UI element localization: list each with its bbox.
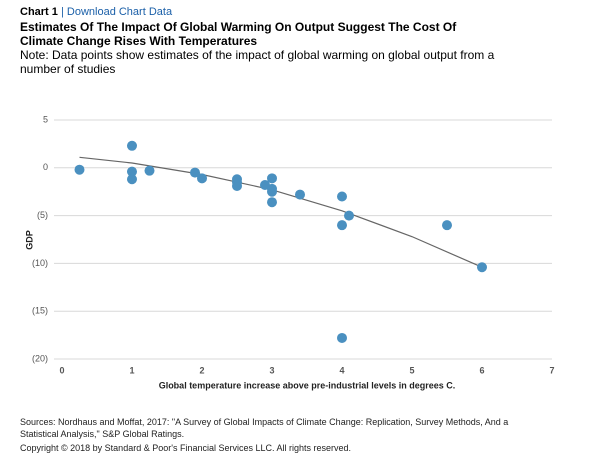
chart: Global temperature increase above pre-in… <box>24 114 554 390</box>
data-point <box>197 173 207 184</box>
x-tick-label: 7 <box>549 365 554 375</box>
trend-line <box>79 156 483 268</box>
x-tick-label: 4 <box>339 365 344 375</box>
download-link[interactable]: Download Chart Data <box>66 6 173 18</box>
footer: Sources: Nordhaus and Moffat, 2017: "A S… <box>20 416 540 454</box>
data-point <box>127 140 137 151</box>
x-axis-title: Global temperature increase above pre-in… <box>159 380 456 390</box>
data-point <box>477 262 487 273</box>
y-tick-label: (15) <box>32 306 48 316</box>
copyright: Copyright © 2018 by Standard & Poor's Fi… <box>20 443 352 453</box>
y-tick-label: (5) <box>37 210 48 220</box>
x-tick-label: 1 <box>129 365 134 375</box>
data-point <box>127 166 137 177</box>
y-tick-label: 5 <box>43 114 48 124</box>
data-point <box>232 180 242 191</box>
y-tick-label: (20) <box>32 353 48 363</box>
x-tick-label: 3 <box>269 365 274 375</box>
data-point <box>337 220 347 231</box>
data-point <box>127 174 137 185</box>
x-tick-label: 5 <box>409 365 414 375</box>
data-point <box>74 164 85 175</box>
data-point <box>337 191 347 202</box>
data-point <box>344 210 354 221</box>
separator: | <box>60 6 64 18</box>
data-point <box>267 173 277 184</box>
x-tick-label: 0 <box>59 365 64 375</box>
data-point <box>295 189 305 200</box>
data-point <box>144 165 155 176</box>
y-tick-label: (10) <box>32 258 48 268</box>
y-axis-title: GDP <box>24 230 34 250</box>
sources: Sources: Nordhaus and Moffat, 2017: "A S… <box>20 417 509 439</box>
chart-title: Estimates Of The Impact Of Global Warmin… <box>20 20 457 48</box>
header: Chart 1 | Download Chart Data <box>20 6 172 18</box>
data-point <box>267 197 277 208</box>
data-point <box>267 186 277 197</box>
x-tick-label: 6 <box>479 365 484 375</box>
chart-label: Chart 1 <box>20 6 58 18</box>
data-point <box>337 332 347 343</box>
x-tick-label: 2 <box>199 365 204 375</box>
chart-subtitle: Note: Data points show estimates of the … <box>20 48 495 76</box>
data-point <box>190 167 200 178</box>
y-tick-label: 0 <box>43 162 48 172</box>
data-point <box>442 220 452 231</box>
